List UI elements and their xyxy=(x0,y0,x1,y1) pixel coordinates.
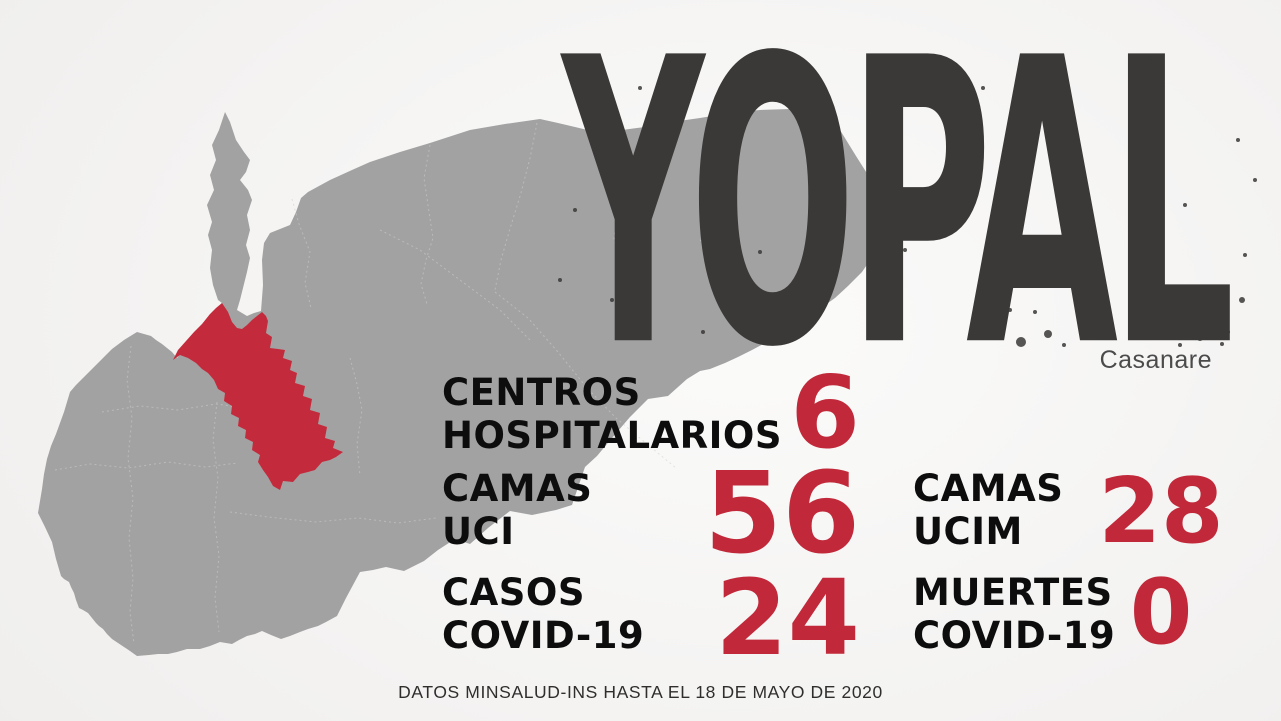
stat-label-line: COVID-19 xyxy=(913,614,1116,657)
stat-value-muertes-covid19: 0 xyxy=(1129,560,1193,665)
stat-label-line: MUERTES xyxy=(913,571,1113,614)
stat-label-line: CAMAS xyxy=(442,467,593,510)
data-source-note: DATOS MINSALUD-INS HASTA EL 18 DE MAYO D… xyxy=(398,682,883,702)
stat-label-muertes-covid19: MUERTES COVID-19 xyxy=(913,571,1115,657)
stat-label-line: UCIM xyxy=(913,510,1023,553)
stat-label-line: CAMAS xyxy=(913,467,1064,510)
stat-label-line: UCI xyxy=(442,510,515,553)
stat-label-centros-hospitalarios: CENTROS HOSPITALARIOS xyxy=(442,371,782,457)
stat-value-casos-covid19: 24 xyxy=(715,557,860,679)
stat-value-centros-hospitalarios: 6 xyxy=(790,354,860,471)
stat-label-casos-covid19: CASOS COVID-19 xyxy=(442,571,644,657)
municipal-boundaries xyxy=(54,122,781,645)
stat-label-line: COVID-19 xyxy=(442,614,645,657)
stat-label-camas-ucim: CAMAS UCIM xyxy=(913,467,1063,553)
stat-value-camas-ucim: 28 xyxy=(1098,459,1224,564)
stat-label-line: CENTROS xyxy=(442,371,641,414)
stat-label-camas-uci: CAMAS UCI xyxy=(442,467,592,553)
stat-label-line: HOSPITALARIOS xyxy=(442,414,783,457)
department-shape xyxy=(38,109,890,656)
stat-label-line: CASOS xyxy=(442,571,586,614)
stat-value-camas-uci: 56 xyxy=(704,449,860,579)
yopal-highlighted-region xyxy=(173,303,343,490)
region-label: Casanare xyxy=(1099,346,1212,374)
